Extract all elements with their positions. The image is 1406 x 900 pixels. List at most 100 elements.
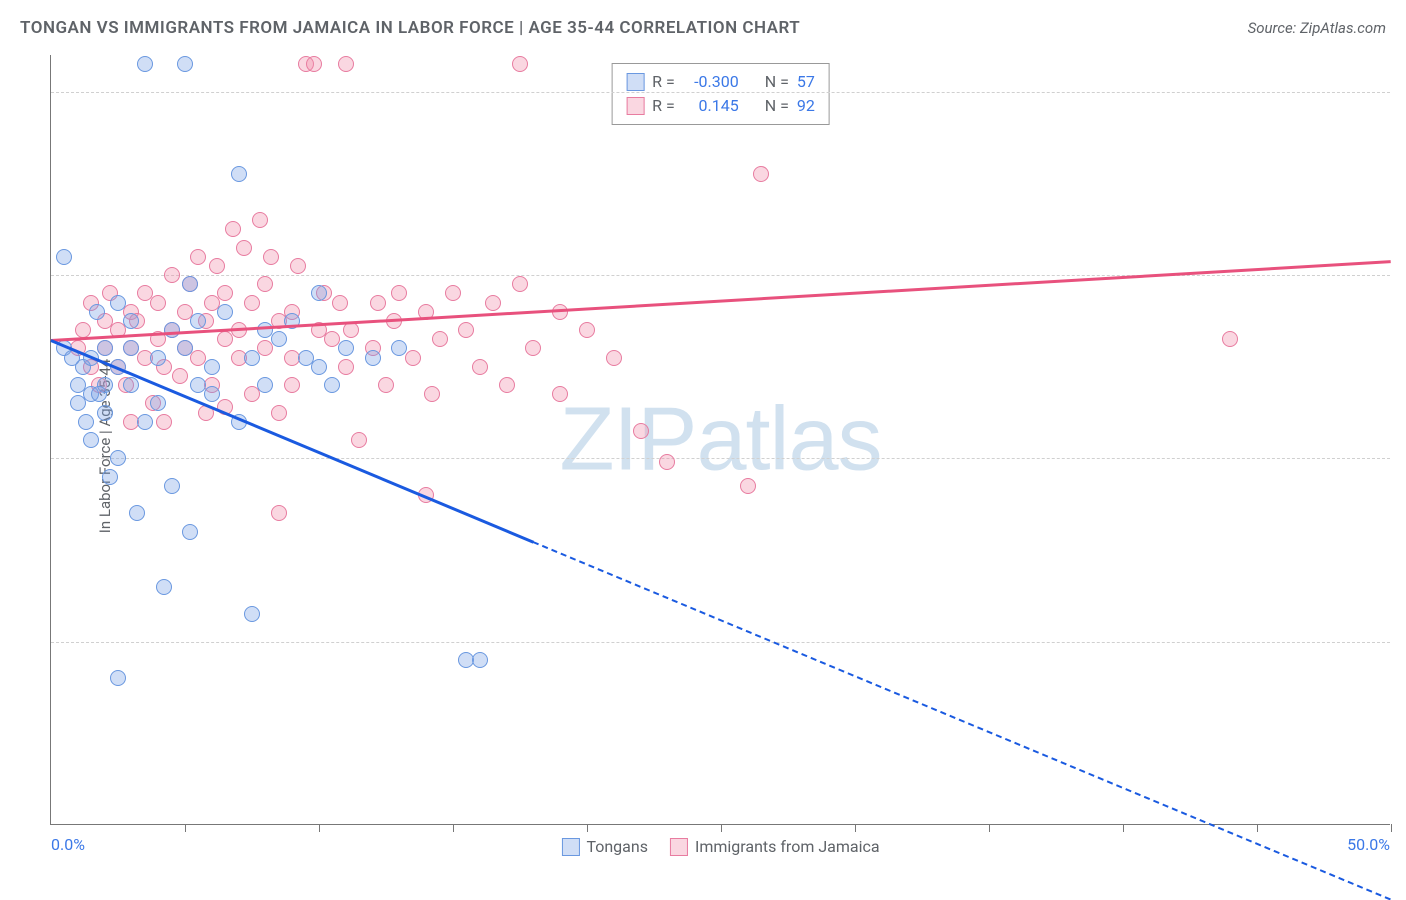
scatter-point	[485, 295, 501, 311]
r-value-jamaica: 0.145	[683, 94, 739, 118]
trend-line	[51, 339, 534, 543]
x-tick	[1257, 824, 1258, 832]
scatter-point	[204, 359, 220, 375]
source-attribution: Source: ZipAtlas.com	[1248, 19, 1386, 37]
scatter-point	[424, 386, 440, 402]
x-tick	[185, 824, 186, 832]
scatter-point	[190, 313, 206, 329]
scatter-point	[137, 56, 153, 72]
scatter-point	[512, 276, 528, 292]
scatter-point	[150, 295, 166, 311]
scatter-point	[338, 359, 354, 375]
scatter-point	[217, 285, 233, 301]
y-tick-label: 100.0%	[1400, 82, 1406, 101]
scatter-point	[753, 166, 769, 182]
legend-item-jamaica: Immigrants from Jamaica	[670, 837, 880, 856]
scatter-point	[257, 377, 273, 393]
legend-label-tongans: Tongans	[586, 837, 648, 856]
x-tick	[1391, 824, 1392, 832]
scatter-point	[164, 322, 180, 338]
scatter-point	[332, 295, 348, 311]
x-tick	[721, 824, 722, 832]
x-tick	[1123, 824, 1124, 832]
chart-container: TONGAN VS IMMIGRANTS FROM JAMAICA IN LAB…	[0, 0, 1406, 892]
scatter-point	[306, 56, 322, 72]
scatter-point	[271, 331, 287, 347]
scatter-point	[91, 386, 107, 402]
x-tick	[989, 824, 990, 832]
scatter-point	[391, 285, 407, 301]
scatter-point	[499, 377, 515, 393]
scatter-point	[290, 258, 306, 274]
scatter-point	[110, 670, 126, 686]
scatter-point	[472, 359, 488, 375]
watermark-thin: atlas	[696, 389, 881, 489]
chart-title: TONGAN VS IMMIGRANTS FROM JAMAICA IN LAB…	[20, 18, 800, 38]
scatter-point	[525, 340, 541, 356]
scatter-point	[236, 240, 252, 256]
scatter-point	[97, 340, 113, 356]
r-label: R =	[652, 94, 675, 118]
scatter-point	[225, 221, 241, 237]
x-tick	[453, 824, 454, 832]
scatter-point	[156, 414, 172, 430]
scatter-point	[633, 423, 649, 439]
scatter-point	[150, 395, 166, 411]
n-label: N =	[765, 70, 789, 94]
chart-header: TONGAN VS IMMIGRANTS FROM JAMAICA IN LAB…	[20, 18, 1386, 38]
scatter-point	[75, 322, 91, 338]
scatter-point	[252, 212, 268, 228]
scatter-point	[78, 414, 94, 430]
scatter-point	[391, 340, 407, 356]
scatter-point	[405, 350, 421, 366]
scatter-point	[284, 377, 300, 393]
watermark: ZIPatlas	[559, 388, 881, 491]
scatter-point	[365, 350, 381, 366]
scatter-point	[172, 368, 188, 384]
swatch-tongans	[626, 73, 644, 91]
scatter-point	[338, 56, 354, 72]
y-tick-label: 70.0%	[1400, 632, 1406, 651]
scatter-point	[209, 258, 225, 274]
scatter-point	[606, 350, 622, 366]
grid-line	[51, 642, 1390, 643]
x-axis-label-min: 0.0%	[51, 835, 85, 854]
scatter-point	[182, 276, 198, 292]
scatter-point	[83, 432, 99, 448]
scatter-point	[579, 322, 595, 338]
scatter-point	[263, 249, 279, 265]
scatter-point	[123, 313, 139, 329]
y-tick-label: 80.0%	[1400, 449, 1406, 468]
scatter-point	[271, 505, 287, 521]
corr-row-jamaica: R = 0.145 N = 92	[626, 94, 815, 118]
scatter-point	[311, 285, 327, 301]
scatter-point	[271, 405, 287, 421]
series-legend: Tongans Immigrants from Jamaica	[561, 837, 879, 856]
scatter-point	[370, 295, 386, 311]
scatter-point	[552, 386, 568, 402]
scatter-point	[311, 359, 327, 375]
scatter-point	[204, 386, 220, 402]
scatter-point	[97, 405, 113, 421]
scatter-point	[177, 56, 193, 72]
scatter-point	[324, 377, 340, 393]
grid-line	[51, 92, 1390, 93]
x-tick	[855, 824, 856, 832]
swatch-jamaica	[626, 97, 644, 115]
scatter-point	[156, 579, 172, 595]
scatter-point	[150, 350, 166, 366]
grid-line	[51, 275, 1390, 276]
scatter-point	[129, 505, 145, 521]
n-value-tongans: 57	[797, 70, 815, 94]
y-tick-label: 90.0%	[1400, 266, 1406, 285]
scatter-point	[458, 322, 474, 338]
scatter-point	[338, 340, 354, 356]
corr-row-tongans: R = -0.300 N = 57	[626, 70, 815, 94]
scatter-point	[164, 478, 180, 494]
scatter-point	[244, 606, 260, 622]
scatter-point	[512, 56, 528, 72]
x-tick	[587, 824, 588, 832]
x-tick	[319, 824, 320, 832]
scatter-point	[257, 276, 273, 292]
scatter-point	[177, 340, 193, 356]
